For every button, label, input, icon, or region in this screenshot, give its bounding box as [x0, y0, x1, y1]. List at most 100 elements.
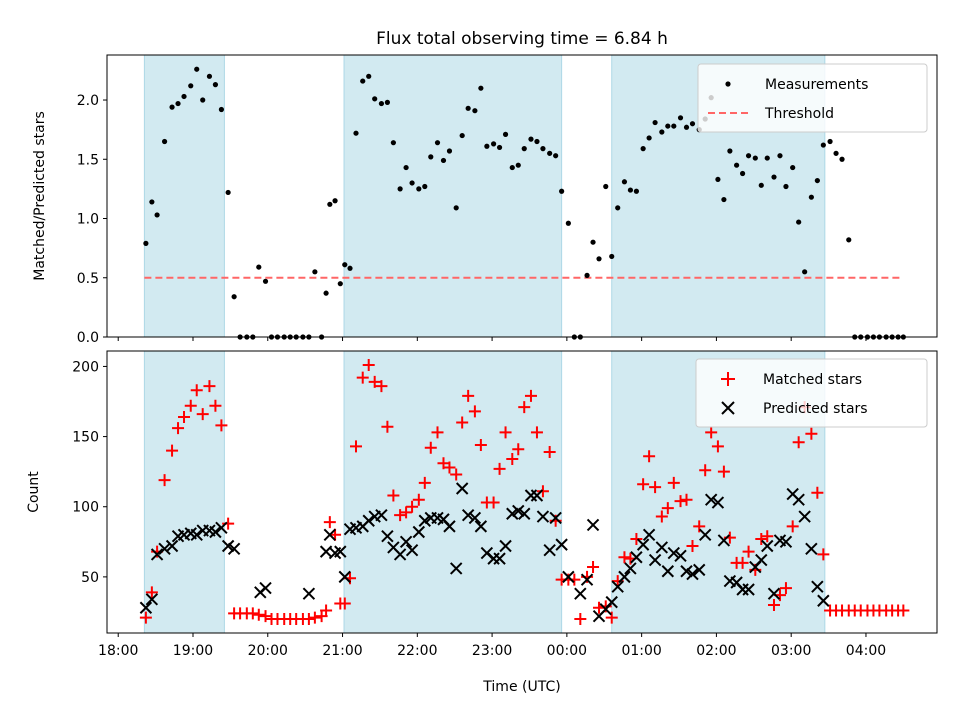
bottom-axes-frame [106, 350, 938, 634]
matched-star-point [680, 493, 693, 506]
x-tick-label: 00:00 [547, 643, 587, 659]
matched-star-point [686, 540, 699, 553]
measurement-point [256, 264, 262, 270]
matched-star-point [611, 575, 624, 588]
measurement-point [721, 196, 727, 203]
bottom-y-tick-label: 50 [81, 570, 99, 586]
matched-star-point [587, 561, 600, 574]
matched-star-point [350, 440, 362, 453]
x-tick-label: 22:00 [397, 643, 437, 659]
predicted-legend-marker [721, 401, 735, 415]
measurement-point [372, 96, 378, 102]
measurement-point [502, 131, 509, 137]
measurement-point [225, 189, 231, 196]
matched-legend-marker [721, 372, 735, 386]
bottom-observing-window-1 [143, 350, 225, 634]
matched-star-point [693, 520, 706, 533]
measurements-legend-label: Measurements [765, 77, 868, 93]
matched-star-point [717, 465, 730, 478]
x-tick-label: 02:00 [696, 643, 736, 659]
matched-star-point [418, 476, 431, 489]
measurement-point [839, 156, 845, 162]
matched-star-point [443, 461, 456, 474]
predicted-star-point [543, 544, 556, 557]
top-legend: Measurements Threshold [697, 63, 928, 133]
matched-star-point [450, 468, 463, 481]
measurement-point [621, 179, 628, 185]
measurement-point [671, 123, 677, 129]
matched-star-point [406, 500, 419, 513]
top-observing-window-1 [143, 54, 225, 338]
predicted-star-point [449, 562, 463, 575]
top-y-axis-label: Matched/Predicted stars [32, 111, 48, 281]
predicted-star-point [209, 525, 222, 539]
matched-star-point [323, 516, 336, 529]
matched-star-point [139, 611, 152, 624]
predicted-star-point [811, 580, 824, 593]
measurement-point [827, 138, 833, 145]
predicted-star-point [499, 539, 512, 553]
matched-star-point [190, 384, 203, 397]
measurement-point [559, 188, 565, 194]
predicted-star-point [190, 528, 203, 541]
measurement-point [739, 170, 746, 177]
matched-star-point [543, 446, 556, 459]
measurement-point [428, 154, 434, 160]
matched-star-point [474, 439, 487, 451]
measurement-point [640, 146, 646, 152]
matched-star-point [637, 478, 650, 491]
predicted-star-point [536, 510, 550, 523]
measurement-point [384, 99, 391, 105]
predicted-star-point [798, 510, 811, 523]
x-tick-label: 04:00 [846, 643, 886, 659]
measurement-point [440, 157, 447, 164]
bottom-legend-box [695, 358, 928, 428]
measurement-point [771, 174, 777, 180]
predicted-star-point [493, 552, 506, 565]
matched-star-point [779, 582, 792, 595]
measurement-point [231, 294, 237, 300]
predicted-star-point [518, 507, 531, 520]
measurement-point [175, 100, 181, 107]
measurement-point [665, 123, 671, 129]
predicted-star-point [704, 493, 718, 506]
matched-star-point [530, 426, 543, 439]
predicted-star-point [792, 493, 805, 506]
matched-star-point [172, 422, 185, 435]
matched-star-point [158, 474, 171, 487]
matched-star-point [506, 453, 519, 466]
measurement-point [833, 150, 839, 156]
predicted-star-point [259, 581, 272, 595]
predicted-star-point [468, 511, 482, 525]
predicted-star-point [742, 583, 755, 596]
bottom-legend: Matched stars Predicted stars [695, 358, 928, 428]
matched-star-point [209, 399, 222, 412]
matched-star-point [400, 506, 413, 519]
measurement-point [453, 205, 459, 211]
matched-star-point [493, 462, 506, 475]
measurement-point [565, 220, 571, 226]
matched-star-point [462, 389, 475, 402]
matched-star-point [711, 440, 724, 453]
measurement-point [727, 148, 733, 154]
matched-star-point [362, 359, 375, 372]
matched-star-point [424, 441, 437, 454]
matched-star-point [755, 533, 768, 545]
measurement-point [154, 212, 160, 218]
matched-star-point [145, 586, 158, 599]
measurement-point [161, 138, 168, 145]
predicted-star-point [580, 573, 594, 586]
matched-star-point [215, 419, 228, 432]
matched-star-point [630, 533, 643, 545]
predicted-star-point [221, 539, 235, 553]
predicted-star-point [530, 489, 544, 502]
predicted-star-point [215, 521, 228, 534]
matched-star-point [196, 408, 209, 421]
measurement-point [677, 115, 684, 121]
matched-star-point [705, 426, 718, 439]
bottom-y-axis-label: Count [26, 471, 42, 513]
measurement-point [188, 83, 194, 89]
matched-star-point [699, 464, 712, 477]
matched-star-point [375, 380, 388, 393]
matched-star-point [412, 493, 425, 506]
